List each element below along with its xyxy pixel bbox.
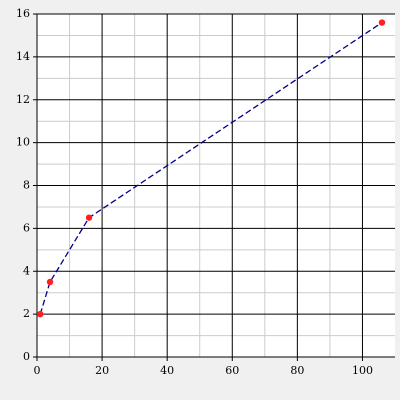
x-tick-label: 20 [95, 364, 109, 377]
y-tick-label: 4 [23, 264, 30, 277]
x-tick-label: 40 [160, 364, 174, 377]
marker [46, 278, 54, 286]
y-tick-label: 0 [23, 350, 30, 363]
y-tick-label: 2 [23, 307, 30, 320]
line [39, 22, 383, 315]
marker [85, 214, 93, 221]
x-tick-label: 80 [290, 364, 304, 377]
y-tick-label: 12 [16, 93, 30, 106]
marker [378, 19, 386, 26]
y-tick-label: 6 [23, 221, 30, 234]
x-tick-label: 100 [352, 364, 373, 377]
x-tick-label: 60 [225, 364, 239, 377]
y-tick-label: 16 [16, 7, 30, 20]
x-tick-label: 0 [34, 364, 41, 377]
marker [37, 310, 44, 318]
y-tick-label: 14 [16, 50, 30, 63]
y-tick-label: 8 [23, 179, 30, 192]
y-tick-label: 10 [16, 136, 30, 149]
